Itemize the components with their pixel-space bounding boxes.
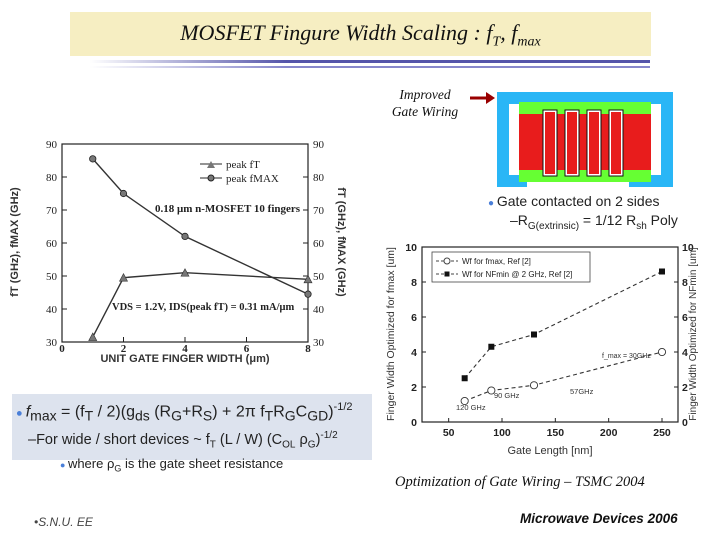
- y-tick-label-right: 4: [682, 347, 688, 359]
- title-rule-top: [90, 60, 650, 63]
- y-tick-label-right: 8: [682, 277, 688, 289]
- gate-wiring-label: Improved Gate Wiring: [391, 87, 459, 119]
- data-point-peak-fmax: [181, 232, 189, 241]
- formula-line-where: ● where ρG is the gate sheet resistance: [60, 456, 284, 474]
- y-tick-label: 6: [411, 312, 417, 324]
- title-banner: [70, 12, 651, 56]
- y-tick-label: 90: [46, 139, 58, 151]
- y-tick-label-right: 90: [313, 139, 325, 151]
- annotation-fmax30: f_max = 30GHz: [602, 353, 651, 360]
- series-line-peak-ft: [92, 271, 309, 338]
- x-tick-label: 50: [443, 427, 455, 439]
- legend-nfmin: Wf for NFmin @ 2 GHz, Ref [2]: [462, 270, 572, 279]
- y-tick-label: 30: [46, 337, 58, 349]
- data-point-peak-fmax: [119, 189, 128, 198]
- data-point-peak-ft: [180, 268, 190, 277]
- title-rule-bottom: [90, 66, 650, 68]
- x-tick-label: 6: [244, 343, 250, 355]
- y-tick-label: 80: [46, 172, 58, 184]
- y-tick-label-right: 50: [313, 271, 325, 283]
- gate-contact-notes: ● Gate contacted on 2 sides –RG(extrinsi…: [488, 193, 678, 235]
- data-point-peak-fmax: [304, 290, 312, 298]
- x-axis-label: Gate Length [nm]: [508, 445, 593, 457]
- y-tick-label-right: 0: [682, 417, 688, 429]
- x-tick-label: 100: [493, 427, 511, 439]
- annotation-90ghz: 90 GHz: [494, 391, 520, 400]
- y-tick-label-right: 40: [313, 304, 325, 316]
- y-axis-label-left: fT (GHz), fMAX (GHz): [9, 187, 21, 297]
- data-point-peak-ft: [119, 273, 128, 282]
- y-tick-label: 50: [46, 271, 58, 283]
- chart-ft-fmax-vs-finger-width: 30 30 40 40 50 50 60 60 70 70 80 80 90 90 0 2 4 6 8 fT (G…: [9, 139, 347, 365]
- legend-peak-fmax: peak fMAX: [226, 173, 279, 185]
- y-tick-label: 2: [411, 382, 417, 394]
- chart-finger-width-vs-gate-length: 0 0 2 2 4 4 6 6 8 8 10 10 50 100 150 200 250 Finger Wid…: [385, 242, 699, 457]
- y-axis-label-right: fT (GHz), fMAX (GHz): [335, 187, 347, 297]
- gate-wire-left: [497, 92, 509, 187]
- data-point-wf-fmax: [487, 386, 496, 395]
- data-point-wf-nfmin: [531, 331, 537, 338]
- x-axis-label: UNIT GATE FINGER WIDTH (μm): [100, 353, 269, 365]
- y-tick-label-right: 70: [313, 205, 325, 217]
- footer-affiliation: •S.N.U. EE: [34, 515, 93, 529]
- chart-subtitle: 0.18 μm n-MOSFET 10 fingers: [155, 203, 301, 215]
- x-tick-label: 4: [182, 343, 188, 355]
- chart-legend: [431, 251, 591, 283]
- y-tick-label: 0: [411, 417, 417, 429]
- bias-annotation: VDS = 1.2V, IDS(peak fT) = 0.31 mA/μm: [112, 302, 294, 313]
- bullet-rg-extrinsic: –RG(extrinsic) = 1/12 Rsh Poly: [510, 212, 678, 232]
- data-point-wf-nfmin: [488, 343, 495, 350]
- x-tick-label: 2: [121, 343, 127, 355]
- plot-frame: [421, 246, 679, 423]
- legend-fmax: Wf for fmax, Ref [2]: [462, 257, 531, 266]
- y-tick-label-right: 6: [682, 312, 688, 324]
- x-tick-label: 150: [547, 427, 565, 439]
- series-line-peak-fmax: [92, 158, 309, 295]
- formula-panel: [12, 394, 372, 460]
- formula-line-fmax: ● fmax = (fT / 2)(gds (RG+RS) + 2π fTRGC…: [16, 401, 353, 424]
- data-point-peak-fmax: [89, 155, 97, 163]
- y-tick-label: 70: [46, 205, 58, 217]
- x-tick-label: 8: [305, 343, 311, 355]
- y-axis-label-left: Finger Width Optimized for fmax [um]: [385, 247, 397, 421]
- data-point-peak-ft: [303, 274, 313, 284]
- series-line-wf-fmax: [464, 351, 663, 402]
- y-tick-label: 4: [411, 347, 417, 359]
- x-tick-label: 0: [59, 343, 65, 355]
- formula-line-wide-short: –For wide / short devices ~ fT (L / W) (…: [28, 429, 338, 451]
- y-tick-label-right: 30: [313, 337, 325, 349]
- data-point-wf-nfmin: [659, 268, 665, 275]
- arrow-icon: [470, 92, 495, 104]
- y-tick-label-right: 60: [313, 238, 325, 250]
- y-tick-label: 40: [46, 304, 58, 316]
- data-point-wf-fmax: [529, 381, 539, 390]
- data-point-peak-ft: [88, 332, 98, 341]
- y-tick-label: 10: [405, 242, 417, 254]
- data-point-wf-nfmin: [461, 375, 468, 382]
- slide-title: MOSFET Fingure Width Scaling : fT, fmax: [180, 20, 541, 50]
- data-point-wf-fmax: [657, 347, 667, 357]
- y-tick-label: 8: [411, 277, 417, 289]
- chart-legend: peak fT peak fMAX: [200, 159, 279, 185]
- bullet-gate-contact: ● Gate contacted on 2 sides: [488, 193, 660, 209]
- y-tick-label: 60: [46, 238, 58, 250]
- annotation-120ghz: 120 GHz: [456, 403, 486, 412]
- footer-course: Microwave Devices 2006: [520, 511, 678, 526]
- data-point-wf-fmax: [460, 396, 469, 406]
- y-tick-label-right: 10: [682, 242, 694, 254]
- y-tick-label-right: 80: [313, 172, 325, 184]
- y-axis-label-right: Finger Width Optimized for NFmin [um]: [688, 247, 699, 421]
- x-tick-label: 250: [653, 427, 671, 439]
- gate-layout-diagram: [497, 92, 673, 187]
- figure-caption: Optimization of Gate Wiring – TSMC 2004: [395, 474, 645, 490]
- legend-peak-ft: peak fT: [226, 159, 260, 171]
- y-tick-label-right: 2: [682, 382, 688, 394]
- x-tick-label: 200: [600, 427, 618, 439]
- fmax-formula: ● fmax = (fT / 2)(gds (RG+RS) + 2π fTRGC…: [16, 398, 353, 479]
- annotation-57ghz: 57GHz: [570, 387, 594, 396]
- series-line-wf-nfmin: [464, 271, 663, 379]
- gate-wire-right: [661, 92, 673, 187]
